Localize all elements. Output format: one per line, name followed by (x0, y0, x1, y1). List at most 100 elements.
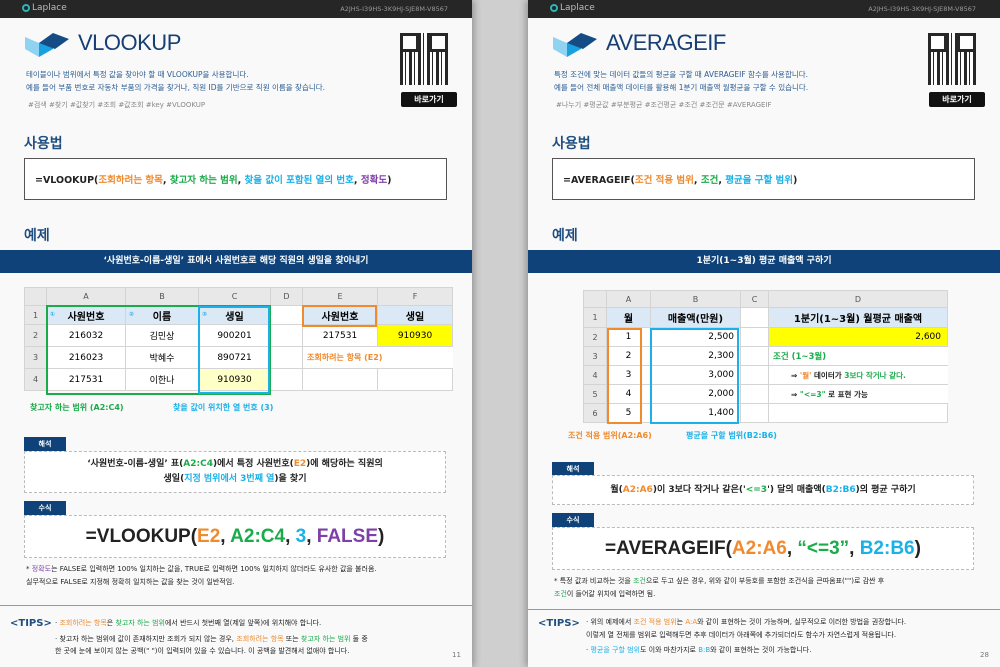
text-segment: 지정 범위에서 3번째 열 (184, 474, 275, 484)
text-segment: 조건 (554, 590, 567, 598)
page-averageif: Laplace A2JHS-I39HS-3K9HJ-SJE8M-V8567 AV… (528, 0, 1000, 667)
text-segment: 조회하려는 항목 (59, 619, 107, 627)
cell-value: 생일 (225, 311, 244, 323)
interpretation-box: 월(A2:A6)이 3보다 작거나 같은('<=3') 달의 매출액(B2:B6… (552, 475, 974, 505)
tip-item: · 위의 예제에서 조건 적용 범위는 A:A와 같이 표현하는 것이 가능하며… (586, 616, 991, 641)
text-segment: 는 (676, 618, 686, 626)
table-row: 2 1 2,500 2,600 (583, 327, 948, 347)
syntax-box: =VLOOKUP(조회하려는 항목, 찾고자 하는 범위, 찾을 값이 포함된 … (24, 158, 447, 200)
text-segment: 와 같이 표현하는 것이 가능합니다. (710, 646, 812, 654)
function-title: VLOOKUP (78, 30, 181, 55)
text-segment: 월( (610, 484, 623, 495)
text-segment: B:B (698, 646, 711, 654)
cell-value: 이한나 (149, 376, 175, 386)
cell: 217531 (46, 368, 126, 391)
cell: 1,400 (650, 403, 741, 423)
cube-logo-icon (553, 33, 597, 57)
tip-item: · 조회하려는 항목은 찾고자 하는 범위에서 반드시 첫번째 열(제일 앞쪽)… (55, 617, 460, 630)
cell-value: 910930 (397, 330, 433, 341)
cell (302, 368, 378, 391)
text-segment: FALSE (316, 525, 378, 547)
function-title: AVERAGEIF (606, 30, 726, 55)
cell: 김민상 (125, 324, 199, 347)
cell (740, 327, 769, 347)
cell: 2,600 (768, 327, 948, 347)
text-segment: 찾고자 하는 범위 (115, 619, 165, 627)
text-segment: 도 이와 마찬가지로 (639, 646, 699, 654)
text-segment: 조건 적용 범위 (633, 618, 677, 626)
text-segment: * 특정 값과 비교하는 것을 (554, 577, 634, 585)
license-code: A2JHS-I39HS-3K9HJ-SJE8M-V8567 (340, 5, 448, 13)
function-description: 테이블이나 범위에서 특정 값을 찾아야 할 때 VLOOKUP을 사용합니다.… (26, 68, 386, 94)
text-segment: 이렇게 열 전체를 범위로 입력해두면 추후 데이터가 아래쪽에 추가되더라도 … (586, 630, 897, 639)
interpretation-box: ‘사원번호-이름-생일’ 표(A2:C4)에서 특정 사원번호(E2)에 해당하… (24, 451, 446, 493)
cell: 4 (606, 384, 651, 404)
text-segment: 로 표현 가능 (825, 389, 868, 399)
cell (740, 384, 769, 404)
row-header: 1 (24, 305, 47, 325)
license-code: A2JHS-I39HS-3K9HJ-SJE8M-V8567 (868, 5, 976, 13)
go-button[interactable]: 바로가기 (401, 92, 457, 107)
text-segment: 으로 두고 싶은 경우, 위와 같이 부등호를 포함한 조건식을 큰따옴표(""… (645, 577, 885, 585)
cell-value: 3 (625, 370, 632, 380)
qr-code[interactable] (928, 33, 976, 85)
table-row: 6 5 1,400 (583, 403, 948, 423)
column-header: B (650, 290, 741, 308)
text-segment: ) (793, 175, 798, 186)
text-segment: A2:A6 (731, 537, 787, 559)
function-description: 특정 조건에 맞는 데이터 값들의 평균을 구할 때 AVERAGEIF 함수를… (554, 68, 914, 94)
cell (270, 305, 303, 325)
text-segment: =AVERAGEIF( (563, 175, 635, 186)
column-header: C (740, 290, 769, 308)
cell-value: 910930 (217, 374, 252, 385)
brand-name: Laplace (560, 3, 595, 13)
text-segment: · 위의 예제에서 (586, 618, 634, 626)
cell: 2,000 (650, 384, 741, 404)
interpretation-tag: 해석 (552, 462, 594, 476)
hashtags: #나누기 #평균값 #부분평균 #조건평균 #조건 #조건문 #AVERAGEI… (556, 101, 772, 109)
text-segment: 평균을 구할 범위 (725, 175, 794, 186)
cell (270, 346, 303, 369)
cell: 2,300 (650, 346, 741, 366)
cell: 910930 (198, 368, 271, 391)
text-segment: )의 평균 구하기 (855, 484, 916, 495)
text-segment: A2:A6 (622, 484, 653, 495)
column-header: F (377, 287, 453, 306)
column-header: C (198, 287, 271, 306)
go-button[interactable]: 바로가기 (929, 92, 985, 107)
desc-line: 테이블이나 범위에서 특정 값을 찾아야 할 때 VLOOKUP을 사용합니다. (26, 70, 249, 79)
cell: 조회하려는 항목 (E2) (303, 347, 453, 369)
text-segment: 조건 (633, 577, 646, 585)
footnote: * 특정 값과 비교하는 것을 조건으로 두고 싶은 경우, 위와 같이 부등호… (554, 575, 984, 601)
text-segment: =VLOOKUP( (85, 525, 198, 547)
column-header: A (46, 287, 126, 306)
formula-box: =VLOOKUP(E2, A2:C4, 3, FALSE) (24, 515, 446, 558)
table-row: 2 216032 김민상 900201 217531 910930 (24, 324, 453, 347)
cell: 2 (606, 346, 651, 366)
cell: 890721 (198, 346, 271, 369)
text-segment: 3 (295, 525, 307, 547)
condition-note: ⇒ '월' 데이터가 3보다 작거나 같다. (773, 371, 906, 380)
cell-value: 217531 (322, 330, 358, 341)
text-segment: )을 찾기 (274, 474, 307, 484)
row-header: 1 (583, 307, 607, 328)
column-header: E (302, 287, 378, 306)
text-segment: · 찾고자 하는 범위에 값이 존재하지만 조회가 되지 않는 경우, (55, 634, 237, 643)
text-segment: ⇒ (791, 370, 800, 380)
cell-value: 1,400 (708, 408, 734, 418)
text-segment: B2:B6 (859, 537, 915, 559)
cell-value: 생일 (405, 311, 425, 323)
brand-name: Laplace (32, 3, 67, 13)
text-segment: 에서 반드시 첫번째 열(제일 앞쪽)에 위치해야 합니다. (164, 619, 322, 627)
cell-value: 박혜수 (149, 354, 175, 364)
qr-code[interactable] (400, 33, 448, 85)
text-segment: ) (378, 525, 385, 547)
text-segment: 실무적으로 FALSE로 지정해 정확히 일치하는 값을 찾는 것이 일반적임. (26, 578, 235, 586)
cell: 3,000 (650, 365, 741, 385)
cell-value: 890721 (217, 352, 252, 363)
cell-value: 1분기(1~3월) 월평균 매출액 (793, 314, 923, 325)
cell-value: 4 (625, 389, 632, 399)
cell: 216023 (46, 346, 126, 369)
text-segment: 찾고자 하는 범위 (300, 634, 351, 643)
